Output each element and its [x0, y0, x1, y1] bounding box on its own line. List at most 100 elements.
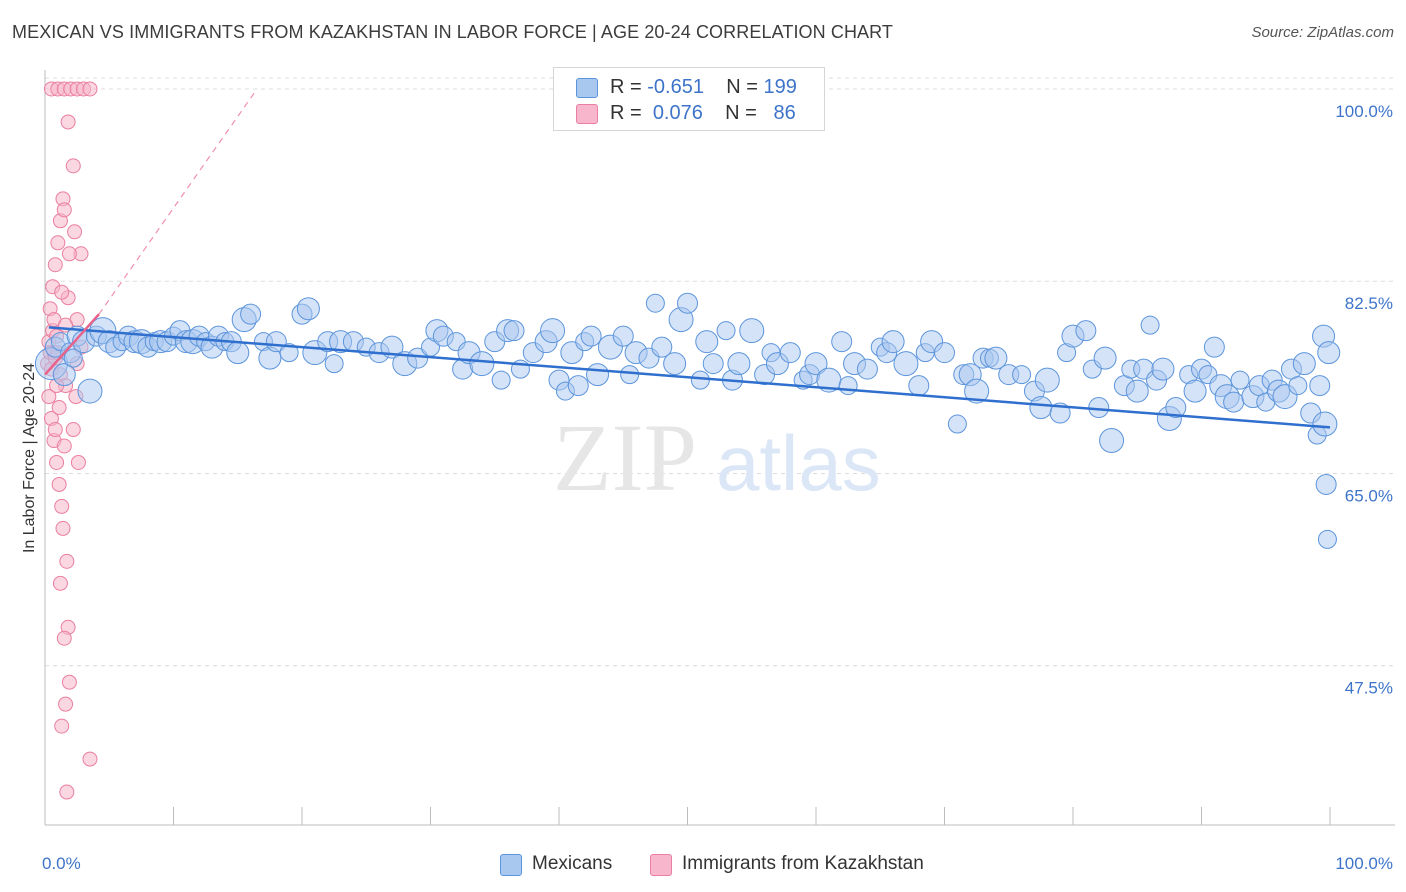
data-point-kazakhstan	[59, 784, 75, 800]
data-point-mexicans	[1029, 396, 1053, 420]
data-point-mexicans	[324, 354, 344, 374]
legend-label-mexicans: Mexicans	[532, 853, 613, 874]
legend-r-value: 0.076	[652, 102, 703, 124]
data-point-mexicans	[663, 352, 687, 376]
data-point-mexicans	[1317, 529, 1337, 549]
y-axis-title: In Labor Force | Age 20-24	[21, 363, 38, 553]
data-point-mexicans	[984, 346, 1008, 370]
data-point-kazakhstan	[65, 422, 81, 438]
data-point-mexicans	[964, 378, 990, 404]
data-point-mexicans	[1034, 367, 1060, 393]
legend-r-label: R =	[610, 102, 642, 124]
trend-extension-kazakhstan	[98, 88, 258, 315]
data-point-kazakhstan	[61, 246, 77, 262]
legend-swatch-blue	[500, 854, 522, 876]
legend-swatch-pink	[576, 104, 598, 124]
data-point-mexicans	[586, 363, 610, 387]
data-point-kazakhstan	[82, 751, 98, 767]
data-point-kazakhstan	[60, 114, 76, 130]
data-point-mexicans	[908, 375, 930, 397]
data-point-mexicans	[1125, 379, 1149, 403]
data-point-mexicans	[1223, 391, 1245, 413]
series-legend: Mexicans Immigrants from Kazakhstan	[0, 852, 1406, 878]
data-point-kazakhstan	[49, 454, 65, 470]
data-point-mexicans	[1292, 352, 1316, 376]
data-point-mexicans	[296, 297, 320, 321]
data-point-mexicans	[567, 375, 589, 397]
correlation-legend: R = -0.651 N = 199 R = 0.076 N = 86	[553, 67, 825, 131]
data-point-mexicans	[651, 336, 673, 358]
data-point-mexicans	[1317, 341, 1341, 365]
data-point-kazakhstan	[47, 422, 63, 438]
data-point-mexicans	[779, 342, 801, 364]
data-point-mexicans	[739, 318, 765, 344]
x-tick-label: 0.0%	[42, 854, 81, 873]
legend-n-label: N =	[725, 102, 757, 124]
y-tick-label: 100.0%	[1335, 102, 1393, 121]
data-point-mexicans	[893, 351, 919, 377]
trend-lines	[44, 88, 1331, 429]
data-point-mexicans	[838, 376, 858, 396]
data-point-mexicans	[580, 325, 602, 347]
data-point-kazakhstan	[54, 284, 70, 300]
data-point-mexicans	[1012, 365, 1032, 385]
watermark: ZIP atlas	[553, 404, 881, 511]
data-point-mexicans	[1203, 336, 1225, 358]
data-point-kazakhstan	[54, 498, 70, 514]
data-point-kazakhstan	[56, 202, 72, 218]
data-point-mexicans	[491, 370, 511, 390]
data-point-mexicans	[804, 352, 828, 376]
trend-line-kazakhstan	[44, 313, 100, 376]
data-point-mexicans	[240, 303, 262, 325]
data-point-kazakhstan	[59, 553, 75, 569]
data-point-kazakhstan	[55, 520, 71, 536]
legend-n-value: 86	[773, 102, 796, 124]
data-point-mexicans	[1309, 375, 1331, 397]
legend-swatch-blue	[576, 78, 598, 98]
legend-n-value: 199	[763, 76, 797, 98]
data-point-kazakhstan	[82, 81, 98, 97]
data-point-mexicans	[1288, 376, 1308, 396]
chart-title: MEXICAN VS IMMIGRANTS FROM KAZAKHSTAN IN…	[12, 22, 894, 42]
data-point-mexicans	[695, 330, 719, 354]
data-point-mexicans	[1165, 397, 1187, 419]
y-tick-label: 47.5%	[1345, 679, 1393, 698]
data-point-kazakhstan	[54, 718, 70, 734]
legend-r-value: -0.651	[647, 76, 704, 98]
data-point-kazakhstan	[61, 674, 77, 690]
data-point-mexicans	[1312, 411, 1338, 437]
legend-swatch-pink	[650, 854, 672, 876]
data-point-mexicans	[881, 330, 905, 354]
data-point-mexicans	[1183, 379, 1207, 403]
data-point-mexicans	[716, 321, 736, 341]
x-tick-label: 100.0%	[1335, 854, 1393, 873]
data-point-mexicans	[831, 331, 853, 353]
watermark-atlas: atlas	[716, 419, 881, 507]
data-point-mexicans	[947, 414, 967, 434]
data-point-kazakhstan	[47, 257, 63, 273]
data-point-mexicans	[503, 320, 525, 342]
data-point-kazakhstan	[56, 630, 72, 646]
source-credit: Source: ZipAtlas.com	[1251, 24, 1394, 41]
data-point-mexicans	[279, 343, 299, 363]
data-point-mexicans	[1075, 320, 1097, 342]
data-point-mexicans	[52, 363, 76, 387]
data-point-mexicans	[612, 325, 634, 347]
data-point-mexicans	[77, 378, 103, 404]
data-point-mexicans	[934, 342, 955, 364]
data-point-mexicans	[1140, 315, 1160, 335]
tick-labels: 100.0% 82.5% 65.0% 47.5% 0.0% 100.0%	[42, 102, 1393, 873]
trend-line-mexicans	[48, 326, 1331, 429]
data-point-mexicans	[702, 353, 724, 375]
data-point-kazakhstan	[65, 158, 81, 174]
data-point-kazakhstan	[50, 235, 66, 251]
y-tick-label: 65.0%	[1345, 486, 1393, 505]
data-point-mexicans	[727, 352, 751, 376]
data-point-mexicans	[63, 348, 83, 368]
data-point-mexicans	[1099, 428, 1125, 454]
data-point-mexicans	[540, 318, 566, 344]
data-point-kazakhstan	[51, 476, 67, 492]
data-point-mexicans	[1093, 346, 1117, 370]
data-point-mexicans	[1315, 473, 1337, 495]
